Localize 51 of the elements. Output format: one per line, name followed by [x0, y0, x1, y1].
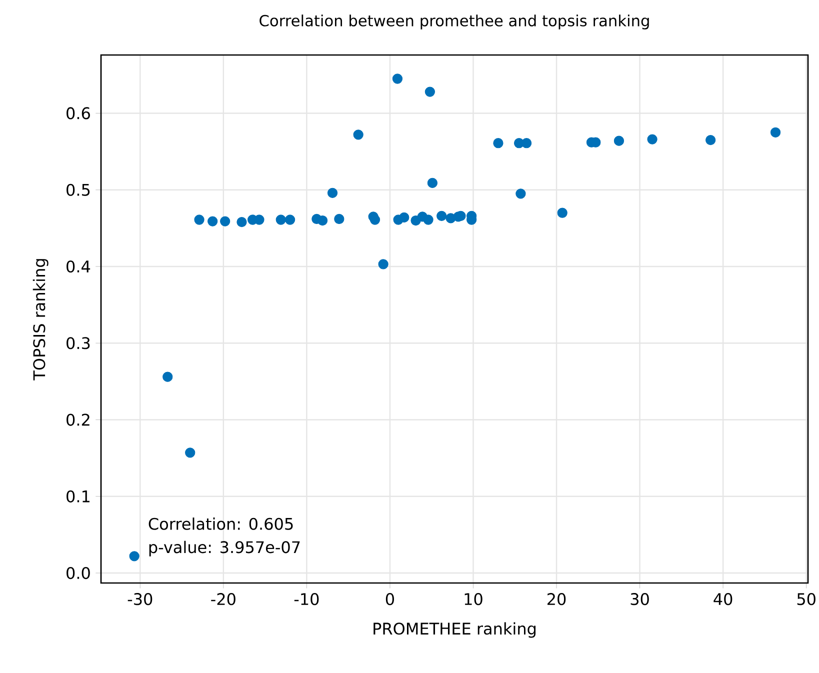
x-tick-label: 30 [630, 593, 649, 606]
point [194, 214, 204, 225]
x-tick-label: 40 [714, 593, 732, 606]
y-tick-label: 0.6 [66, 107, 90, 120]
point [129, 551, 140, 562]
point [220, 216, 230, 226]
x-tick-label: -10 [294, 593, 319, 606]
x-tick-label: 50 [797, 593, 816, 606]
point [334, 214, 344, 224]
y-tick-label: 0.1 [66, 490, 90, 502]
point [378, 259, 388, 270]
point [353, 130, 364, 140]
point [770, 127, 781, 138]
point [493, 138, 504, 148]
x-tick-label: -20 [211, 593, 236, 606]
x-tick-label: 0 [386, 593, 394, 606]
point [254, 214, 264, 225]
x-tick-label: -30 [128, 593, 152, 606]
point [647, 134, 658, 144]
point [284, 214, 296, 225]
annotation: p-value: 3.957e-07 [149, 540, 300, 556]
y-axis-title: TOPSIS ranking [32, 259, 48, 380]
point [424, 86, 436, 97]
x-tick-label: 20 [548, 593, 566, 606]
y-tick-label: 0.3 [66, 337, 90, 350]
point [521, 138, 532, 148]
point [236, 216, 247, 228]
point [436, 210, 447, 221]
point [614, 136, 624, 146]
y-tick-label: 0.0 [66, 566, 90, 580]
point [185, 448, 196, 458]
point [370, 214, 380, 225]
x-tick-label: 10 [464, 593, 482, 606]
point [327, 188, 338, 198]
x-axis-title: PROMETHEE ranking [374, 622, 536, 638]
point [557, 208, 568, 218]
point [427, 178, 438, 188]
point [516, 188, 526, 199]
point [706, 134, 716, 146]
point [276, 214, 286, 225]
y-tick-label: 0.4 [66, 260, 90, 273]
point [208, 216, 218, 226]
annotation: Correlation: 0.605 [148, 518, 293, 530]
point [423, 214, 434, 225]
y-tick-label: 0.2 [66, 414, 90, 426]
chart-title: Correlation between promethee and topsis ranking [260, 14, 649, 30]
point [399, 212, 410, 223]
y-tick-label: 0.5 [66, 184, 90, 196]
point [317, 215, 328, 226]
point [162, 372, 173, 382]
point [392, 74, 403, 84]
